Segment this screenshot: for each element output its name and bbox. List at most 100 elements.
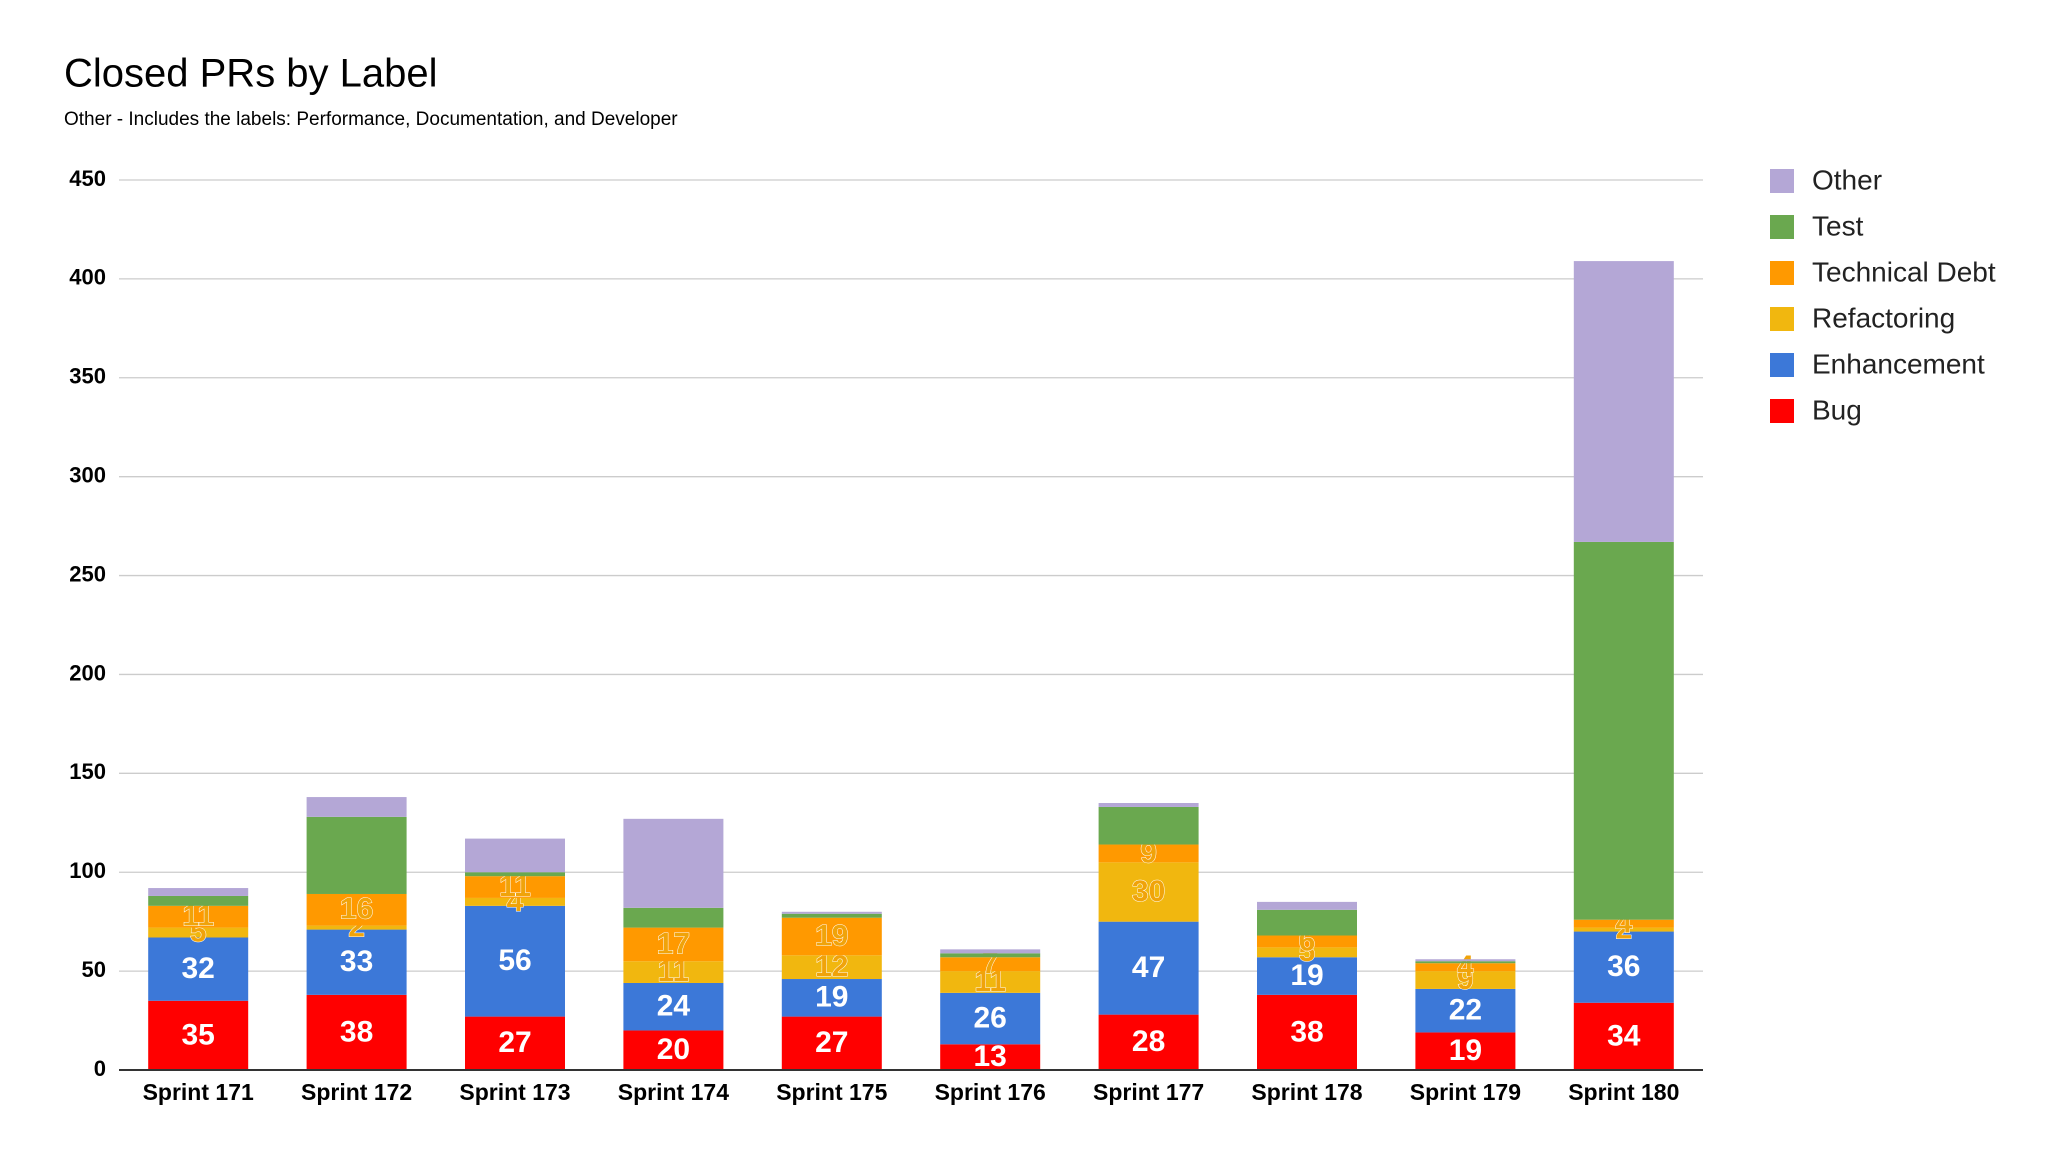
bar-segment <box>465 1016 565 1070</box>
bar-segment <box>1573 931 1674 1003</box>
legend-label: Other <box>1812 164 1882 195</box>
bar-segment <box>1257 935 1357 948</box>
data-label: 4 <box>1457 950 1474 983</box>
bar-segment <box>1098 844 1199 863</box>
bar-segment <box>1415 988 1516 1033</box>
y-tick-label: 250 <box>69 561 106 586</box>
bar-segment <box>1573 1002 1674 1070</box>
bar-segment <box>465 872 565 877</box>
bar-segment <box>940 992 1041 1045</box>
bar-segment <box>940 953 1041 958</box>
data-label: 33 <box>340 945 373 978</box>
data-label: 16 <box>340 893 373 926</box>
data-label: 30 <box>1132 875 1165 908</box>
bar-segment <box>781 917 882 956</box>
bar-segment <box>1573 541 1674 920</box>
legend-swatch <box>1770 169 1794 193</box>
bar-segment <box>306 929 407 995</box>
bar-segment <box>623 907 724 928</box>
bar-segment <box>306 797 407 817</box>
bar-segment <box>1257 909 1357 936</box>
bar-segment <box>940 949 1041 954</box>
bar-segment <box>940 971 1041 993</box>
x-tick-label: Sprint 173 <box>459 1079 570 1105</box>
bar-segment <box>1098 806 1199 845</box>
bar-segment <box>465 838 565 873</box>
bar-segment <box>1098 862 1199 922</box>
data-label: 28 <box>1132 1025 1165 1058</box>
legend-swatch <box>1770 353 1794 377</box>
legend-label: Technical Debt <box>1812 256 1996 287</box>
bar-segment <box>623 961 724 983</box>
bar-segment <box>781 913 882 918</box>
bar-segment <box>1573 927 1674 932</box>
bar-segment <box>148 927 249 938</box>
bar-segment <box>1257 957 1357 995</box>
data-label: 26 <box>974 1001 1007 1034</box>
bar-segment <box>465 897 565 906</box>
y-tick-label: 450 <box>69 166 106 191</box>
bar-segment <box>1257 994 1357 1070</box>
bar-segment <box>623 927 724 962</box>
x-tick-label: Sprint 174 <box>618 1079 729 1105</box>
data-label: 27 <box>498 1026 531 1059</box>
bar-segment <box>1098 921 1199 1015</box>
x-tick-label: Sprint 175 <box>776 1079 887 1105</box>
y-tick-label: 400 <box>69 265 106 290</box>
bar-segment <box>781 1016 882 1070</box>
x-tick-label: Sprint 172 <box>301 1079 412 1105</box>
data-label: 24 <box>657 990 691 1023</box>
bar-segment <box>1257 947 1357 958</box>
data-label: 32 <box>182 952 215 985</box>
bar-segment <box>306 816 407 894</box>
bar-segment <box>148 937 249 1001</box>
data-label: 19 <box>1449 1034 1482 1067</box>
bar-segment <box>623 818 724 908</box>
data-label: 56 <box>498 944 531 977</box>
data-label: 34 <box>1607 1019 1641 1052</box>
legend-label: Bug <box>1812 394 1862 425</box>
legend-label: Refactoring <box>1812 302 1955 333</box>
x-tick-label: Sprint 178 <box>1251 1079 1362 1105</box>
bar-segment <box>940 1044 1041 1070</box>
legend-swatch <box>1770 399 1794 423</box>
bar-segment <box>1098 1014 1199 1070</box>
bar-segment <box>781 955 882 980</box>
data-label: 19 <box>815 981 848 1014</box>
bar-segment <box>306 893 407 926</box>
legend-label: Test <box>1812 210 1864 241</box>
bar-segment <box>623 1030 724 1070</box>
bar-segment <box>306 994 407 1070</box>
data-label: 47 <box>1132 951 1165 984</box>
bar-segment <box>465 876 565 898</box>
bar-segment <box>940 957 1041 972</box>
bar-segment <box>623 982 724 1031</box>
bar-segment <box>1415 961 1516 964</box>
x-tick-label: Sprint 176 <box>935 1079 1046 1105</box>
bar-segment <box>781 979 882 1017</box>
legend-label: Enhancement <box>1812 348 1985 379</box>
bar-segment <box>1415 971 1516 989</box>
legend-swatch <box>1770 261 1794 285</box>
data-label: 20 <box>657 1033 690 1066</box>
bar-segment <box>1415 963 1516 972</box>
y-tick-label: 50 <box>82 957 106 982</box>
bar-segment <box>306 925 407 930</box>
x-tick-label: Sprint 180 <box>1568 1079 1679 1105</box>
bar-segment <box>1415 959 1516 962</box>
data-label: 38 <box>1290 1015 1323 1048</box>
data-label: 27 <box>815 1026 848 1059</box>
bar-segment <box>148 905 249 928</box>
data-label: 36 <box>1607 950 1640 983</box>
bar-segment <box>1415 1032 1516 1070</box>
y-tick-label: 100 <box>69 858 106 883</box>
bar-segment <box>1573 919 1674 928</box>
data-label: 35 <box>182 1018 215 1051</box>
data-label: 19 <box>815 919 848 952</box>
data-label: 22 <box>1449 994 1482 1027</box>
data-label: 19 <box>1290 959 1323 992</box>
data-label: 38 <box>340 1015 373 1048</box>
y-tick-label: 300 <box>69 462 106 487</box>
y-tick-label: 350 <box>69 364 106 389</box>
